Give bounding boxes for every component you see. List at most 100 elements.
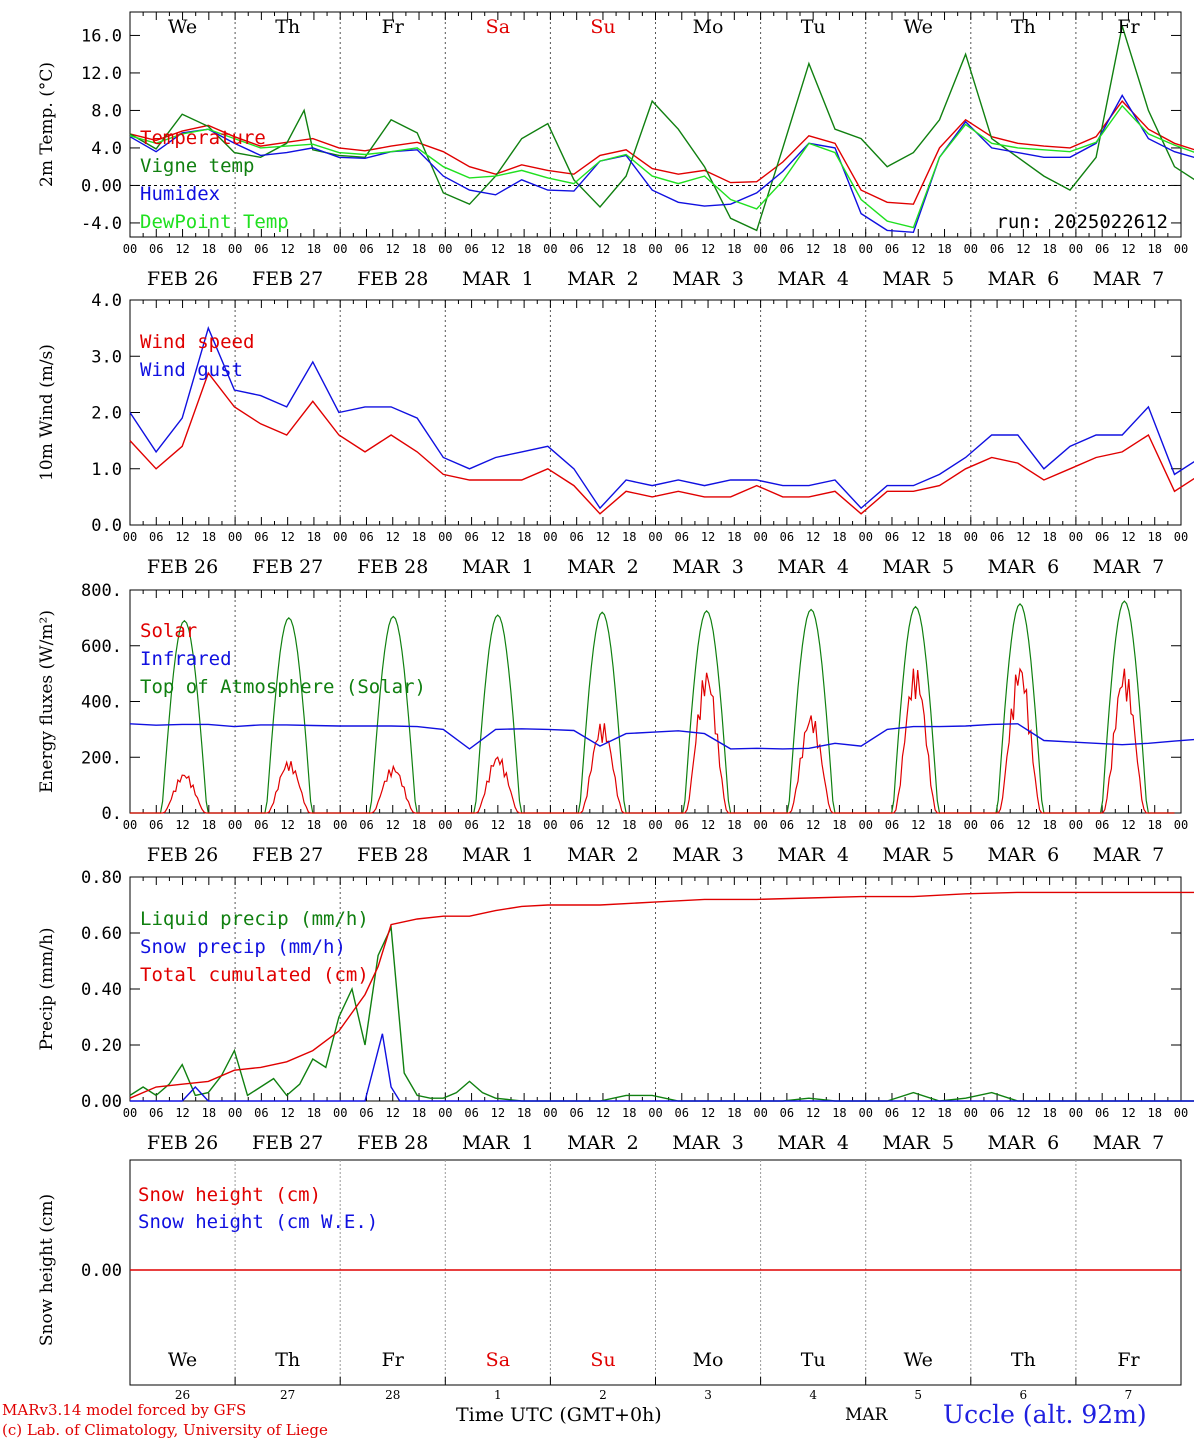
hour-tick-label: 06 xyxy=(569,818,583,832)
diurnal-curve-day-10 xyxy=(1070,600,1175,814)
hour-tick-label: 00 xyxy=(1174,530,1188,544)
hour-tick-label: 00 xyxy=(964,242,978,256)
hour-tick-label: 18 xyxy=(622,1106,636,1120)
hour-tick-label: 12 xyxy=(1016,1106,1030,1120)
day-name: Th xyxy=(1011,16,1036,38)
hour-tick-label: 00 xyxy=(543,818,557,832)
hour-tick-label: 12 xyxy=(701,242,715,256)
hour-tick-label: 18 xyxy=(622,242,636,256)
hour-tick-label: 00 xyxy=(333,530,347,544)
hour-tick-label: 12 xyxy=(175,242,189,256)
hour-tick-label: 18 xyxy=(412,818,426,832)
legend-entry: Top of Atmosphere (Solar) xyxy=(140,676,426,698)
date-label: MAR 4 xyxy=(777,1132,849,1154)
hour-tick-label: 00 xyxy=(648,242,662,256)
diurnal-curve-day-4 xyxy=(443,756,548,814)
hour-tick-label: 18 xyxy=(202,1106,216,1120)
date-label: FEB 28 xyxy=(357,268,428,290)
hour-tick-label: 00 xyxy=(438,818,452,832)
date-label: MAR 7 xyxy=(1093,268,1165,290)
hour-tick-label: 00 xyxy=(438,242,452,256)
y-tick-label: 8.0 xyxy=(91,101,122,121)
hour-tick-label: 06 xyxy=(1095,818,1109,832)
hour-tick-label: 00 xyxy=(648,1106,662,1120)
station-label: Uccle (alt. 92m) xyxy=(943,1400,1147,1429)
hour-tick-label: 00 xyxy=(228,530,242,544)
date-label: MAR 6 xyxy=(988,844,1060,866)
day-name: Sa xyxy=(486,16,510,38)
hour-tick-label: 06 xyxy=(990,242,1004,256)
date-label: MAR 1 xyxy=(462,1132,534,1154)
y-axis-label: Snow height (cm) xyxy=(37,1194,57,1346)
diurnal-curve-day-5 xyxy=(547,723,653,814)
series-line-dewpoint-temp xyxy=(129,104,1194,229)
hour-tick-label: 18 xyxy=(202,242,216,256)
hour-tick-label: 06 xyxy=(675,818,689,832)
date-label: MAR 7 xyxy=(1093,1132,1165,1154)
hour-tick-label: 00 xyxy=(123,1106,137,1120)
hour-tick-label: 06 xyxy=(149,1106,163,1120)
day-name: Th xyxy=(1011,1349,1036,1371)
hour-tick-label: 12 xyxy=(1121,1106,1135,1120)
panel-5-y-axis: 0.00 Snow height (cm) xyxy=(37,1194,140,1346)
series-line-infrared xyxy=(129,723,1194,750)
copyright-line: (c) Lab. of Climatology, University of L… xyxy=(2,1421,328,1439)
hour-tick-label: 06 xyxy=(1095,530,1109,544)
y-tick-label: 800. xyxy=(81,581,122,601)
day-number: 27 xyxy=(280,1388,295,1402)
hour-tick-label: 06 xyxy=(464,530,478,544)
day-name: Fr xyxy=(382,16,405,38)
day-name: Mo xyxy=(693,1349,724,1371)
hour-tick-label: 18 xyxy=(727,1106,741,1120)
hour-tick-label: 18 xyxy=(727,242,741,256)
hour-tick-label: 18 xyxy=(832,1106,846,1120)
hour-tick-label: 00 xyxy=(123,530,137,544)
panel-3-y-axis: 0. 200. 400. 600. 800. Energy fluxes (W/m²) xyxy=(37,581,1181,824)
date-label: MAR 4 xyxy=(777,556,849,578)
hour-tick-label: 06 xyxy=(780,1106,794,1120)
hour-tick-label: 00 xyxy=(123,242,137,256)
date-label: MAR 2 xyxy=(567,1132,639,1154)
panel-4-hour-labels: 00 06 12 18 00 06 12 18 00 06 12 18 00 06 12 18 00 06 12 18… xyxy=(123,1106,1188,1120)
legend-entry: Snow precip (mm/h) xyxy=(140,936,346,958)
date-label: MAR 3 xyxy=(672,556,744,578)
hour-tick-label: 12 xyxy=(386,1106,400,1120)
hour-tick-label: 06 xyxy=(254,530,268,544)
hour-tick-label: 18 xyxy=(1147,818,1161,832)
hour-tick-label: 06 xyxy=(990,1106,1004,1120)
date-label: FEB 26 xyxy=(147,1132,218,1154)
hour-tick-label: 18 xyxy=(202,530,216,544)
hour-tick-label: 00 xyxy=(753,1106,767,1120)
series-line-top-of-atmosphere-solar- xyxy=(130,600,1175,814)
legend-entry: Total cumulated (cm) xyxy=(140,964,369,986)
y-axis-label: Precip (mm/h) xyxy=(37,927,57,1050)
legend-entry: Solar xyxy=(140,620,197,642)
hour-tick-label: 12 xyxy=(596,1106,610,1120)
hour-tick-label: 06 xyxy=(569,242,583,256)
hour-tick-label: 00 xyxy=(228,1106,242,1120)
series-line-total-cumulated-cm- xyxy=(129,891,1194,1099)
hour-tick-label: 12 xyxy=(280,1106,294,1120)
hour-tick-label: 00 xyxy=(648,818,662,832)
date-label: MAR 1 xyxy=(462,556,534,578)
bottom-day-numbers: 26 27 28 1 2 3 4 5 6 7 xyxy=(175,1388,1132,1402)
hour-tick-label: 18 xyxy=(622,530,636,544)
panel-1-y-axis: -4.0 0.00 4.0 8.0 12.0 16.0 2m Temp. (°C) xyxy=(37,26,1181,234)
hour-tick-label: 06 xyxy=(1095,1106,1109,1120)
legend-entry: Humidex xyxy=(140,183,220,205)
diurnal-curve-day-2 xyxy=(234,617,339,814)
bottom-day-names: We Th Fr Sa Su Mo Tu We Th Fr xyxy=(168,1349,1141,1371)
day-name: Th xyxy=(275,16,300,38)
diurnal-curve-day-4 xyxy=(443,614,548,814)
y-axis-label: 2m Temp. (°C) xyxy=(37,62,57,187)
diurnal-curve-day-3 xyxy=(338,764,444,814)
hour-tick-label: 12 xyxy=(175,818,189,832)
diurnal-curve-day-7 xyxy=(756,715,862,814)
diurnal-curve-day-5 xyxy=(547,611,653,814)
hour-tick-label: 12 xyxy=(701,818,715,832)
hour-tick-label: 06 xyxy=(359,818,373,832)
hour-tick-label: 06 xyxy=(675,530,689,544)
date-label: MAR 6 xyxy=(988,1132,1060,1154)
hour-tick-label: 06 xyxy=(569,1106,583,1120)
hour-tick-label: 18 xyxy=(832,818,846,832)
